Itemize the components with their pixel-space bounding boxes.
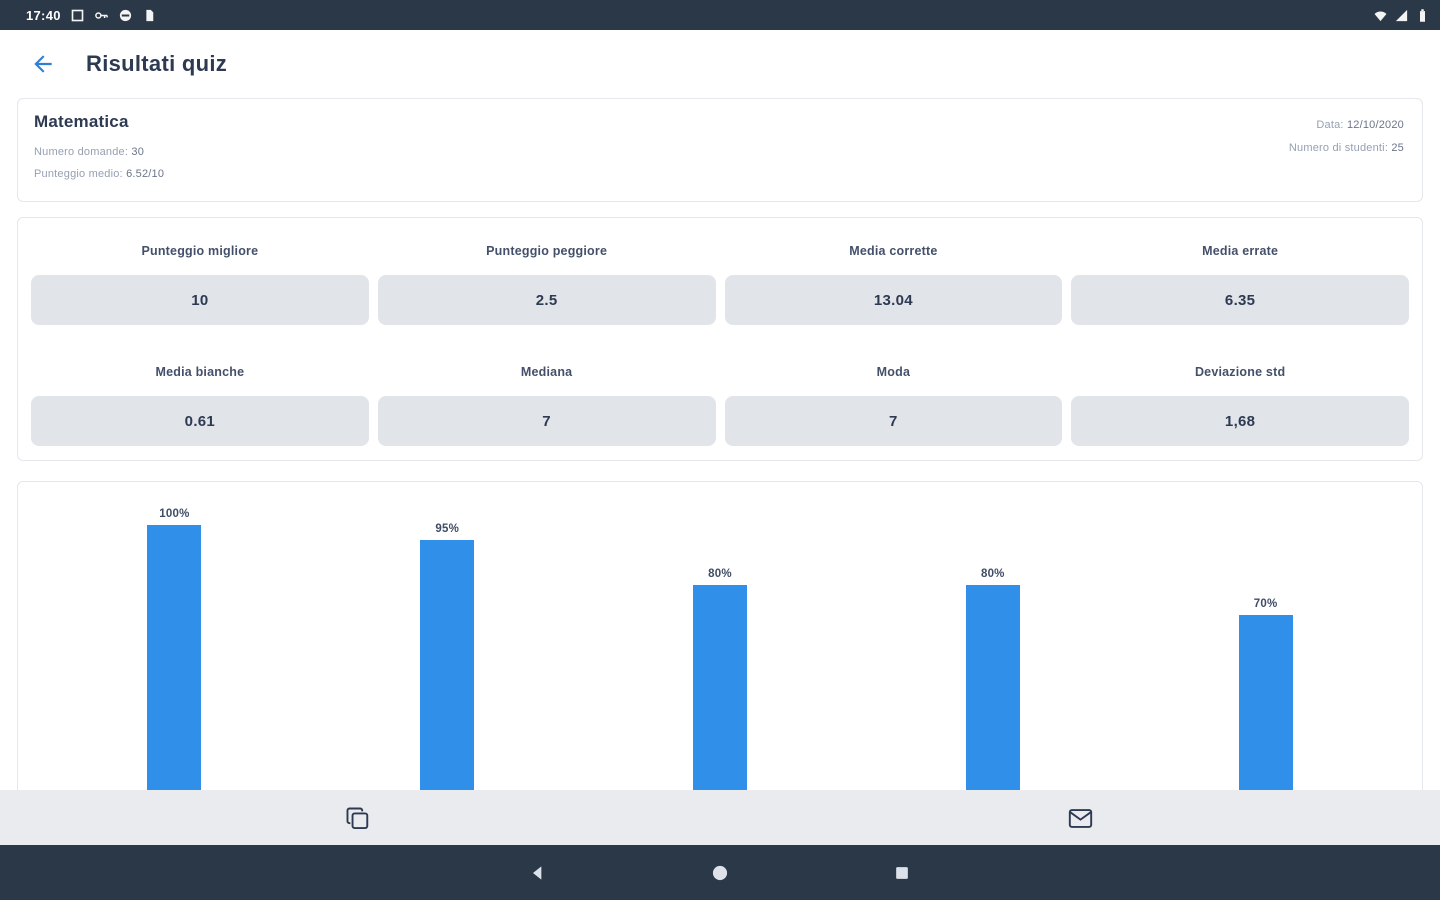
bar-group: 95% bbox=[311, 482, 584, 825]
stat-value: 1,68 bbox=[1224, 412, 1256, 430]
quiz-info-card: Matematica Numero domande: 30 Punteggio … bbox=[17, 98, 1423, 202]
stat-cell-media-bianche: Media bianche 0.61 bbox=[31, 365, 369, 446]
quiz-question-count-label: Numero domande: bbox=[34, 146, 129, 158]
quiz-average-score: Punteggio medio: 6.52/10 bbox=[34, 163, 164, 185]
status-bar: 17:40 bbox=[0, 0, 1440, 30]
dnd-icon bbox=[119, 9, 131, 21]
copy-results-button[interactable] bbox=[341, 801, 375, 835]
quiz-date-label: Data: bbox=[1316, 119, 1344, 131]
stat-value: 7 bbox=[542, 412, 551, 430]
stat-label: Moda bbox=[876, 365, 911, 379]
stat-label: Media errate bbox=[1202, 244, 1279, 258]
stat-value-box: 7 bbox=[377, 396, 716, 446]
stat-value-box: 1,68 bbox=[1071, 396, 1409, 446]
stat-value: 10 bbox=[191, 291, 209, 309]
bar-group: 80% bbox=[584, 482, 857, 825]
bar-value-label: 80% bbox=[708, 568, 732, 580]
quiz-average-score-value: 6.52/10 bbox=[126, 168, 165, 180]
back-button[interactable] bbox=[28, 49, 58, 79]
bar-value-label: 70% bbox=[1253, 598, 1278, 610]
quiz-student-count-label: Numero di studenti: bbox=[1288, 142, 1389, 154]
bar-group: 70% bbox=[1129, 482, 1402, 825]
quiz-date: Data: 12/10/2020 bbox=[1289, 114, 1404, 137]
bar-value-label: 80% bbox=[980, 568, 1005, 580]
bar bbox=[965, 585, 1020, 825]
stat-cell-deviazione-std: Deviazione std 1,68 bbox=[1071, 365, 1409, 446]
wifi-icon bbox=[1374, 10, 1387, 21]
bar-value-label: 95% bbox=[435, 523, 459, 535]
quiz-info-right: Data: 12/10/2020 Numero di studenti: 25 bbox=[1289, 112, 1404, 185]
quiz-info-left: Matematica Numero domande: 30 Punteggio … bbox=[34, 112, 164, 185]
bar-group: 100% bbox=[38, 482, 311, 825]
stat-label: Media bianche bbox=[155, 365, 245, 379]
stat-value: 7 bbox=[889, 412, 898, 430]
stat-label: Punteggio peggiore bbox=[486, 244, 608, 258]
stat-cell-punteggio-peggiore: Punteggio peggiore 2.5 bbox=[377, 244, 716, 325]
page-title: Risultati quiz bbox=[86, 51, 228, 76]
stat-value-box: 7 bbox=[724, 396, 1063, 446]
quiz-average-score-label: Punteggio medio: bbox=[34, 168, 123, 180]
stat-label: Punteggio migliore bbox=[141, 244, 259, 258]
bar-group: 80% bbox=[856, 482, 1129, 825]
status-bar-right bbox=[1373, 8, 1430, 23]
quiz-question-count: Numero domande: 30 bbox=[34, 141, 164, 163]
battery-icon bbox=[1420, 8, 1425, 22]
stat-value-box: 6.35 bbox=[1071, 275, 1409, 325]
quiz-student-count: Numero di studenti: 25 bbox=[1289, 137, 1404, 160]
email-results-button[interactable] bbox=[1063, 801, 1097, 835]
nav-back-button[interactable] bbox=[527, 862, 549, 884]
copy-icon bbox=[346, 807, 368, 829]
stats-card: Punteggio migliore 10 Punteggio peggiore… bbox=[17, 217, 1423, 461]
android-nav-bar bbox=[0, 845, 1440, 900]
nav-back-icon bbox=[533, 865, 542, 880]
bar-chart: 100% 95% 80% 80% 70% bbox=[18, 482, 1422, 825]
nav-home-button[interactable] bbox=[709, 862, 731, 884]
quiz-student-count-value: 25 bbox=[1391, 142, 1404, 154]
nav-recents-button[interactable] bbox=[891, 862, 913, 884]
app-header: Risultati quiz bbox=[0, 30, 1440, 98]
nav-recents-icon bbox=[896, 866, 908, 879]
stat-label: Media corrette bbox=[849, 244, 938, 258]
quiz-subject: Matematica bbox=[34, 112, 129, 131]
results-chart-card: 100% 95% 80% 80% 70% bbox=[17, 481, 1423, 826]
stat-label: Deviazione std bbox=[1194, 365, 1286, 379]
stat-label: Mediana bbox=[520, 365, 573, 379]
email-icon bbox=[1068, 808, 1092, 828]
stat-value-box: 0.61 bbox=[31, 396, 369, 446]
status-time: 17:40 bbox=[26, 7, 61, 23]
stat-value: 6.35 bbox=[1224, 291, 1256, 309]
back-arrow-icon bbox=[34, 55, 52, 73]
stat-cell-moda: Moda 7 bbox=[724, 365, 1063, 446]
bottom-action-bar bbox=[0, 790, 1440, 845]
status-bar-left: 17:40 bbox=[26, 8, 157, 23]
nav-home-icon bbox=[712, 865, 728, 880]
quiz-date-value: 12/10/2020 bbox=[1346, 119, 1404, 131]
sim-icon bbox=[146, 9, 153, 21]
bar-value-label: 100% bbox=[159, 508, 190, 520]
stat-value-box: 10 bbox=[31, 275, 369, 325]
stat-value-box: 2.5 bbox=[377, 275, 716, 325]
signal-icon bbox=[1395, 9, 1408, 21]
vpn-key-icon bbox=[94, 11, 108, 19]
stat-cell-media-errate: Media errate 6.35 bbox=[1071, 244, 1409, 325]
stat-value: 2.5 bbox=[535, 291, 558, 309]
stat-cell-mediana: Mediana 7 bbox=[377, 365, 716, 446]
stat-cell-media-corrette: Media corrette 13.04 bbox=[724, 244, 1063, 325]
stat-cell-punteggio-migliore: Punteggio migliore 10 bbox=[31, 244, 369, 325]
quiz-question-count-value: 30 bbox=[131, 146, 145, 158]
bar bbox=[692, 585, 747, 825]
bar bbox=[147, 525, 202, 825]
stat-value: 0.61 bbox=[184, 412, 216, 430]
stat-value: 13.04 bbox=[873, 291, 913, 309]
screenshot-icon bbox=[71, 9, 84, 21]
stat-value-box: 13.04 bbox=[724, 275, 1063, 325]
bar bbox=[420, 540, 475, 825]
